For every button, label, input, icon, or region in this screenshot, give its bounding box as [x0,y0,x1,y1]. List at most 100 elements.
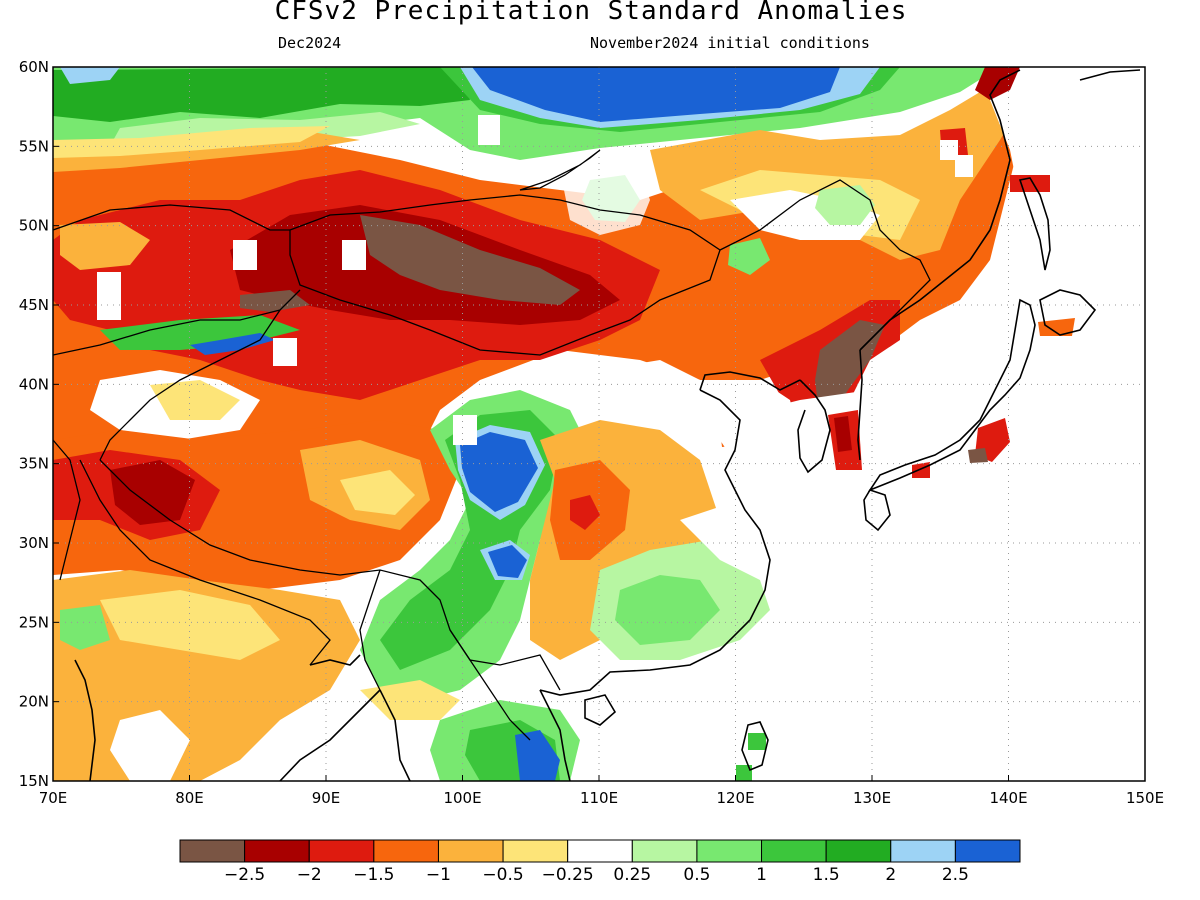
schina-red [570,495,600,530]
initial-conditions-label: November2024 initial conditions [590,34,870,52]
hokkaido-orange [1038,318,1075,336]
sakhalin [1018,177,1051,271]
ocean-mask-yellow-sea [700,380,800,470]
kamchatka-edge [1079,69,1141,81]
colorbar-label: −1 [426,865,451,885]
schina-white [600,360,720,440]
colorbar-label: 1.5 [813,865,840,885]
colorbar-swatch [437,839,504,863]
china-west-border [99,309,281,461]
blue-west-strip [190,333,275,355]
wet-blue [460,432,538,512]
dry-light-yellow [53,126,330,158]
korea-east-coast [857,349,863,461]
green-blob-east-2 [728,238,770,275]
valid-month-label: Dec2024 [278,34,342,52]
lake-baikal [519,149,601,191]
lat-tick-label: 50N [19,217,49,235]
indochina-coast [539,689,571,781]
colorbar-swatch [954,839,1021,863]
korea-brown [815,320,885,420]
lon-tick-label: 140E [989,789,1027,807]
lon-tick-label: 80E [175,789,204,807]
lon-tick-label: 100E [443,789,481,807]
colorbar-label: 2.5 [942,865,969,885]
bangladesh-coast [309,654,361,666]
colorbar-label: 1 [756,865,767,885]
colorbar-label: 0.5 [683,865,710,885]
colorbar-swatch [631,839,698,863]
lon-tick-label: 110E [580,789,618,807]
brown-core-2 [240,290,310,312]
lat-tick-label: 60N [19,58,49,76]
missing-data-patch [478,115,500,145]
pakistan-border [53,439,81,581]
lat-tick-label: 15N [19,772,49,790]
lat-tick-label: 35N [19,455,49,473]
tibet-lightyellow [340,470,415,515]
colorbar-label: 0.25 [613,865,651,885]
colorbar-swatch [761,839,827,863]
india-white [110,710,190,781]
japan-red-4 [912,462,930,478]
colorbar-label: −0.5 [482,865,523,885]
china-coast [539,389,771,696]
korea-coast [797,379,831,474]
ocean-mask-east [740,67,1145,781]
missing-data-patch [233,240,257,270]
tibet-darkred [110,460,195,525]
nw-blue [60,67,120,84]
colorbar-swatch [308,839,375,863]
white-baikal [560,160,650,235]
colorbar-swatch [179,839,246,863]
colorbar-label: −1.5 [353,865,394,885]
colorbar-swatch [502,839,569,863]
japan-honshu [867,298,1036,492]
mongolia-border [289,194,721,356]
lon-tick-label: 70E [39,789,68,807]
missing-data-patch [273,338,297,366]
colorbar-label: −2 [297,865,322,885]
colorbar-label: −2.5 [224,865,265,885]
lon-tick-label: 130E [853,789,891,807]
lat-tick-label: 30N [19,534,49,552]
colorbar-swatch [244,839,310,863]
missing-data-patch [342,240,366,270]
missing-data-patch [940,140,958,160]
anomaly-field [53,67,1145,781]
coastlines [74,69,1141,781]
china-north-border [719,179,931,351]
missing-data-patch [453,415,477,445]
indochina-yellow [360,680,460,720]
japan-brown [968,448,988,463]
taiwan [741,721,769,772]
missing-data-patch [700,382,722,412]
russia-coast [859,69,1021,351]
kazakh-border [53,204,290,231]
green-blob-east [815,185,875,225]
taiwan-green-2 [736,765,752,781]
lon-axis: 70E 80E 90E 100E 110E 120E 130E 140E 150E [39,775,1164,807]
colorbar-label: −0.25 [542,865,594,885]
colorbar: −2.5 −2 −1.5 −1 −0.5 −0.25 0.25 0.5 1 1.5 2 2.5 [179,839,1021,885]
lat-tick-label: 55N [19,137,49,155]
taiwan-green-3 [748,734,766,750]
india-north-border [79,459,331,666]
bohai-coast [699,371,801,391]
india-east-coast [279,689,381,781]
colorbar-swatch [696,839,763,863]
gridlines [53,67,1145,781]
lat-tick-label: 45N [19,296,49,314]
yellow-west-2 [150,380,240,420]
lat-tick-label: 25N [19,613,49,631]
map-title: CFSv2 Precipitation Standard Anomalies [274,0,908,26]
lat-tick-label: 20N [19,693,49,711]
yellow-west [60,222,150,270]
missing-data-patch [97,272,121,320]
india-west-coast [74,659,96,781]
colorbar-label: 2 [885,865,896,885]
lon-tick-label: 150E [1126,789,1164,807]
colorbar-swatch [890,839,956,863]
lat-tick-label: 40N [19,375,49,393]
